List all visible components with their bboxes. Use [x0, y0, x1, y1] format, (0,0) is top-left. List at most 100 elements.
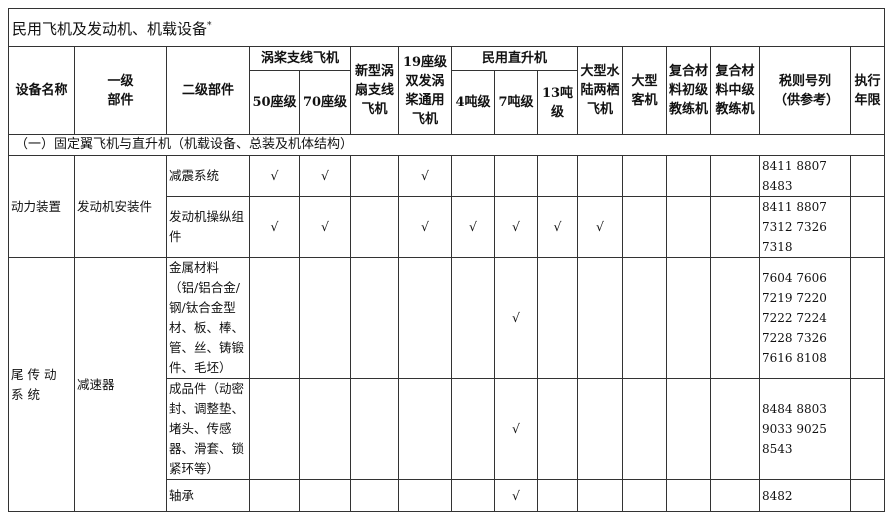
empty-cell	[299, 378, 351, 480]
equipment-table: 民用飞机及发动机、机载设备* 设备名称 一级部件 二级部件 涡桨支线飞机 新型涡…	[7, 8, 886, 512]
empty-cell	[350, 378, 399, 480]
empty-cell	[622, 257, 667, 379]
empty-cell	[666, 479, 711, 512]
header-period: 执行年限	[849, 46, 886, 135]
empty-cell	[299, 257, 351, 379]
header-ton13: 13吨级	[537, 70, 578, 135]
check-cell: √	[494, 257, 538, 379]
check-cell: √	[249, 155, 300, 197]
tariff-code-cell: 7604 7606 7219 7220 7222 7224 7228 7326 …	[759, 257, 851, 379]
header-turbofan: 新型涡扇支线飞机	[350, 46, 399, 135]
empty-cell	[249, 257, 300, 379]
check-cell: √	[299, 155, 351, 197]
level2-part-cell: 轴承	[166, 479, 250, 512]
header-seat50: 50座级	[249, 70, 300, 135]
tariff-code-cell: 8482	[759, 479, 851, 512]
check-cell: √	[451, 196, 495, 258]
header-amphibian: 大型水陆两栖飞机	[577, 46, 623, 135]
level2-part-cell: 金属材料（铝/铝合金/钢/钛合金型材、板、棒、管、丝、铸锻件、毛坯）	[166, 257, 250, 379]
empty-cell	[451, 378, 495, 480]
level2-part-cell: 减震系统	[166, 155, 250, 197]
header-airliner: 大型客机	[622, 46, 667, 135]
table-row: 尾传动系统 减速器 金属材料（铝/铝合金/钢/钛合金型材、板、棒、管、丝、铸锻件、毛…	[8, 257, 886, 512]
title-text: 民用飞机及发动机、机载设备	[12, 20, 208, 38]
check-cell: √	[537, 196, 578, 258]
level1-part-cell: 发动机安装件	[74, 155, 167, 258]
header-ton7: 7吨级	[494, 70, 538, 135]
empty-cell	[350, 257, 399, 379]
empty-cell	[577, 257, 623, 379]
check-cell: √	[494, 479, 538, 512]
header-trainer-basic: 复合材料初级教练机	[666, 46, 711, 135]
empty-cell	[350, 479, 399, 512]
table-row: 成品件（动密封、调整垫、堵头、传感器、滑套、锁紧环等） √ 8484 8803 90…	[9, 378, 886, 480]
header-ton4: 4吨级	[451, 70, 495, 135]
empty-cell	[249, 479, 300, 512]
table-row: 发动机操纵组件 √ √ √ √ √ √ √ 8411 8807 7312 7326 7318	[9, 196, 886, 258]
empty-cell	[622, 479, 667, 512]
header-heli-group: 民用直升机	[451, 46, 578, 71]
empty-cell	[710, 196, 760, 258]
empty-cell	[577, 378, 623, 480]
empty-cell	[537, 257, 578, 379]
empty-cell	[350, 155, 399, 197]
empty-cell	[710, 257, 760, 379]
empty-cell	[666, 155, 711, 197]
header-seat19: 19座级双发涡桨通用飞机	[398, 46, 452, 135]
section-heading: （一）固定翼飞机与直升机（机载设备、总装及机体结构）	[7, 134, 886, 156]
empty-cell	[666, 378, 711, 480]
period-cell	[849, 196, 886, 258]
level2-part-cell: 成品件（动密封、调整垫、堵头、传感器、滑套、锁紧环等）	[166, 378, 250, 480]
check-cell: √	[398, 155, 452, 197]
empty-cell	[710, 155, 760, 197]
empty-cell	[299, 479, 351, 512]
check-cell: √	[577, 196, 623, 258]
tariff-code-cell: 8411 8807 7312 7326 7318	[759, 196, 851, 258]
empty-cell	[710, 378, 760, 480]
empty-cell	[350, 196, 399, 258]
empty-cell	[666, 257, 711, 379]
empty-cell	[577, 479, 623, 512]
level2-part-cell: 发动机操纵组件	[166, 196, 250, 258]
empty-cell	[249, 378, 300, 480]
empty-cell	[666, 196, 711, 258]
empty-cell	[398, 257, 452, 379]
tariff-code-cell: 8484 8803 9033 9025 8543	[759, 378, 851, 480]
period-cell	[849, 155, 886, 197]
empty-cell	[622, 378, 667, 480]
header-seat70: 70座级	[299, 70, 351, 135]
empty-cell	[398, 378, 452, 480]
check-cell: √	[398, 196, 452, 258]
header-level1: 一级部件	[74, 46, 167, 135]
header-turboprop-group: 涡桨支线飞机	[249, 46, 351, 71]
period-cell	[849, 479, 886, 512]
empty-cell	[398, 479, 452, 512]
empty-cell	[622, 155, 667, 197]
check-cell: √	[494, 378, 538, 480]
empty-cell	[494, 155, 538, 197]
tariff-code-cell: 8411 8807 8483	[759, 155, 851, 197]
table-row: 动力装置 发动机安装件 减震系统 √ √ √ 8411 8807 8483	[8, 155, 886, 258]
table-title: 民用飞机及发动机、机载设备*	[7, 8, 886, 47]
empty-cell	[577, 155, 623, 197]
equipment-name-cell: 动力装置	[8, 155, 75, 258]
header-level2: 二级部件	[166, 46, 250, 135]
header-equipment-name: 设备名称	[8, 46, 75, 135]
empty-cell	[710, 479, 760, 512]
empty-cell	[451, 479, 495, 512]
check-cell: √	[299, 196, 351, 258]
empty-cell	[622, 196, 667, 258]
period-cell	[849, 257, 886, 379]
empty-cell	[537, 378, 578, 480]
empty-cell	[451, 155, 495, 197]
empty-cell	[451, 257, 495, 379]
check-cell: √	[249, 196, 300, 258]
level1-part-cell: 减速器	[74, 257, 167, 512]
equipment-name-cell: 尾传动系统	[8, 257, 75, 512]
period-cell	[849, 378, 886, 480]
title-asterisk: *	[207, 21, 212, 31]
empty-cell	[537, 155, 578, 197]
empty-cell	[537, 479, 578, 512]
header-tariff: 税则号列（供参考）	[759, 46, 851, 135]
check-cell: √	[494, 196, 538, 258]
